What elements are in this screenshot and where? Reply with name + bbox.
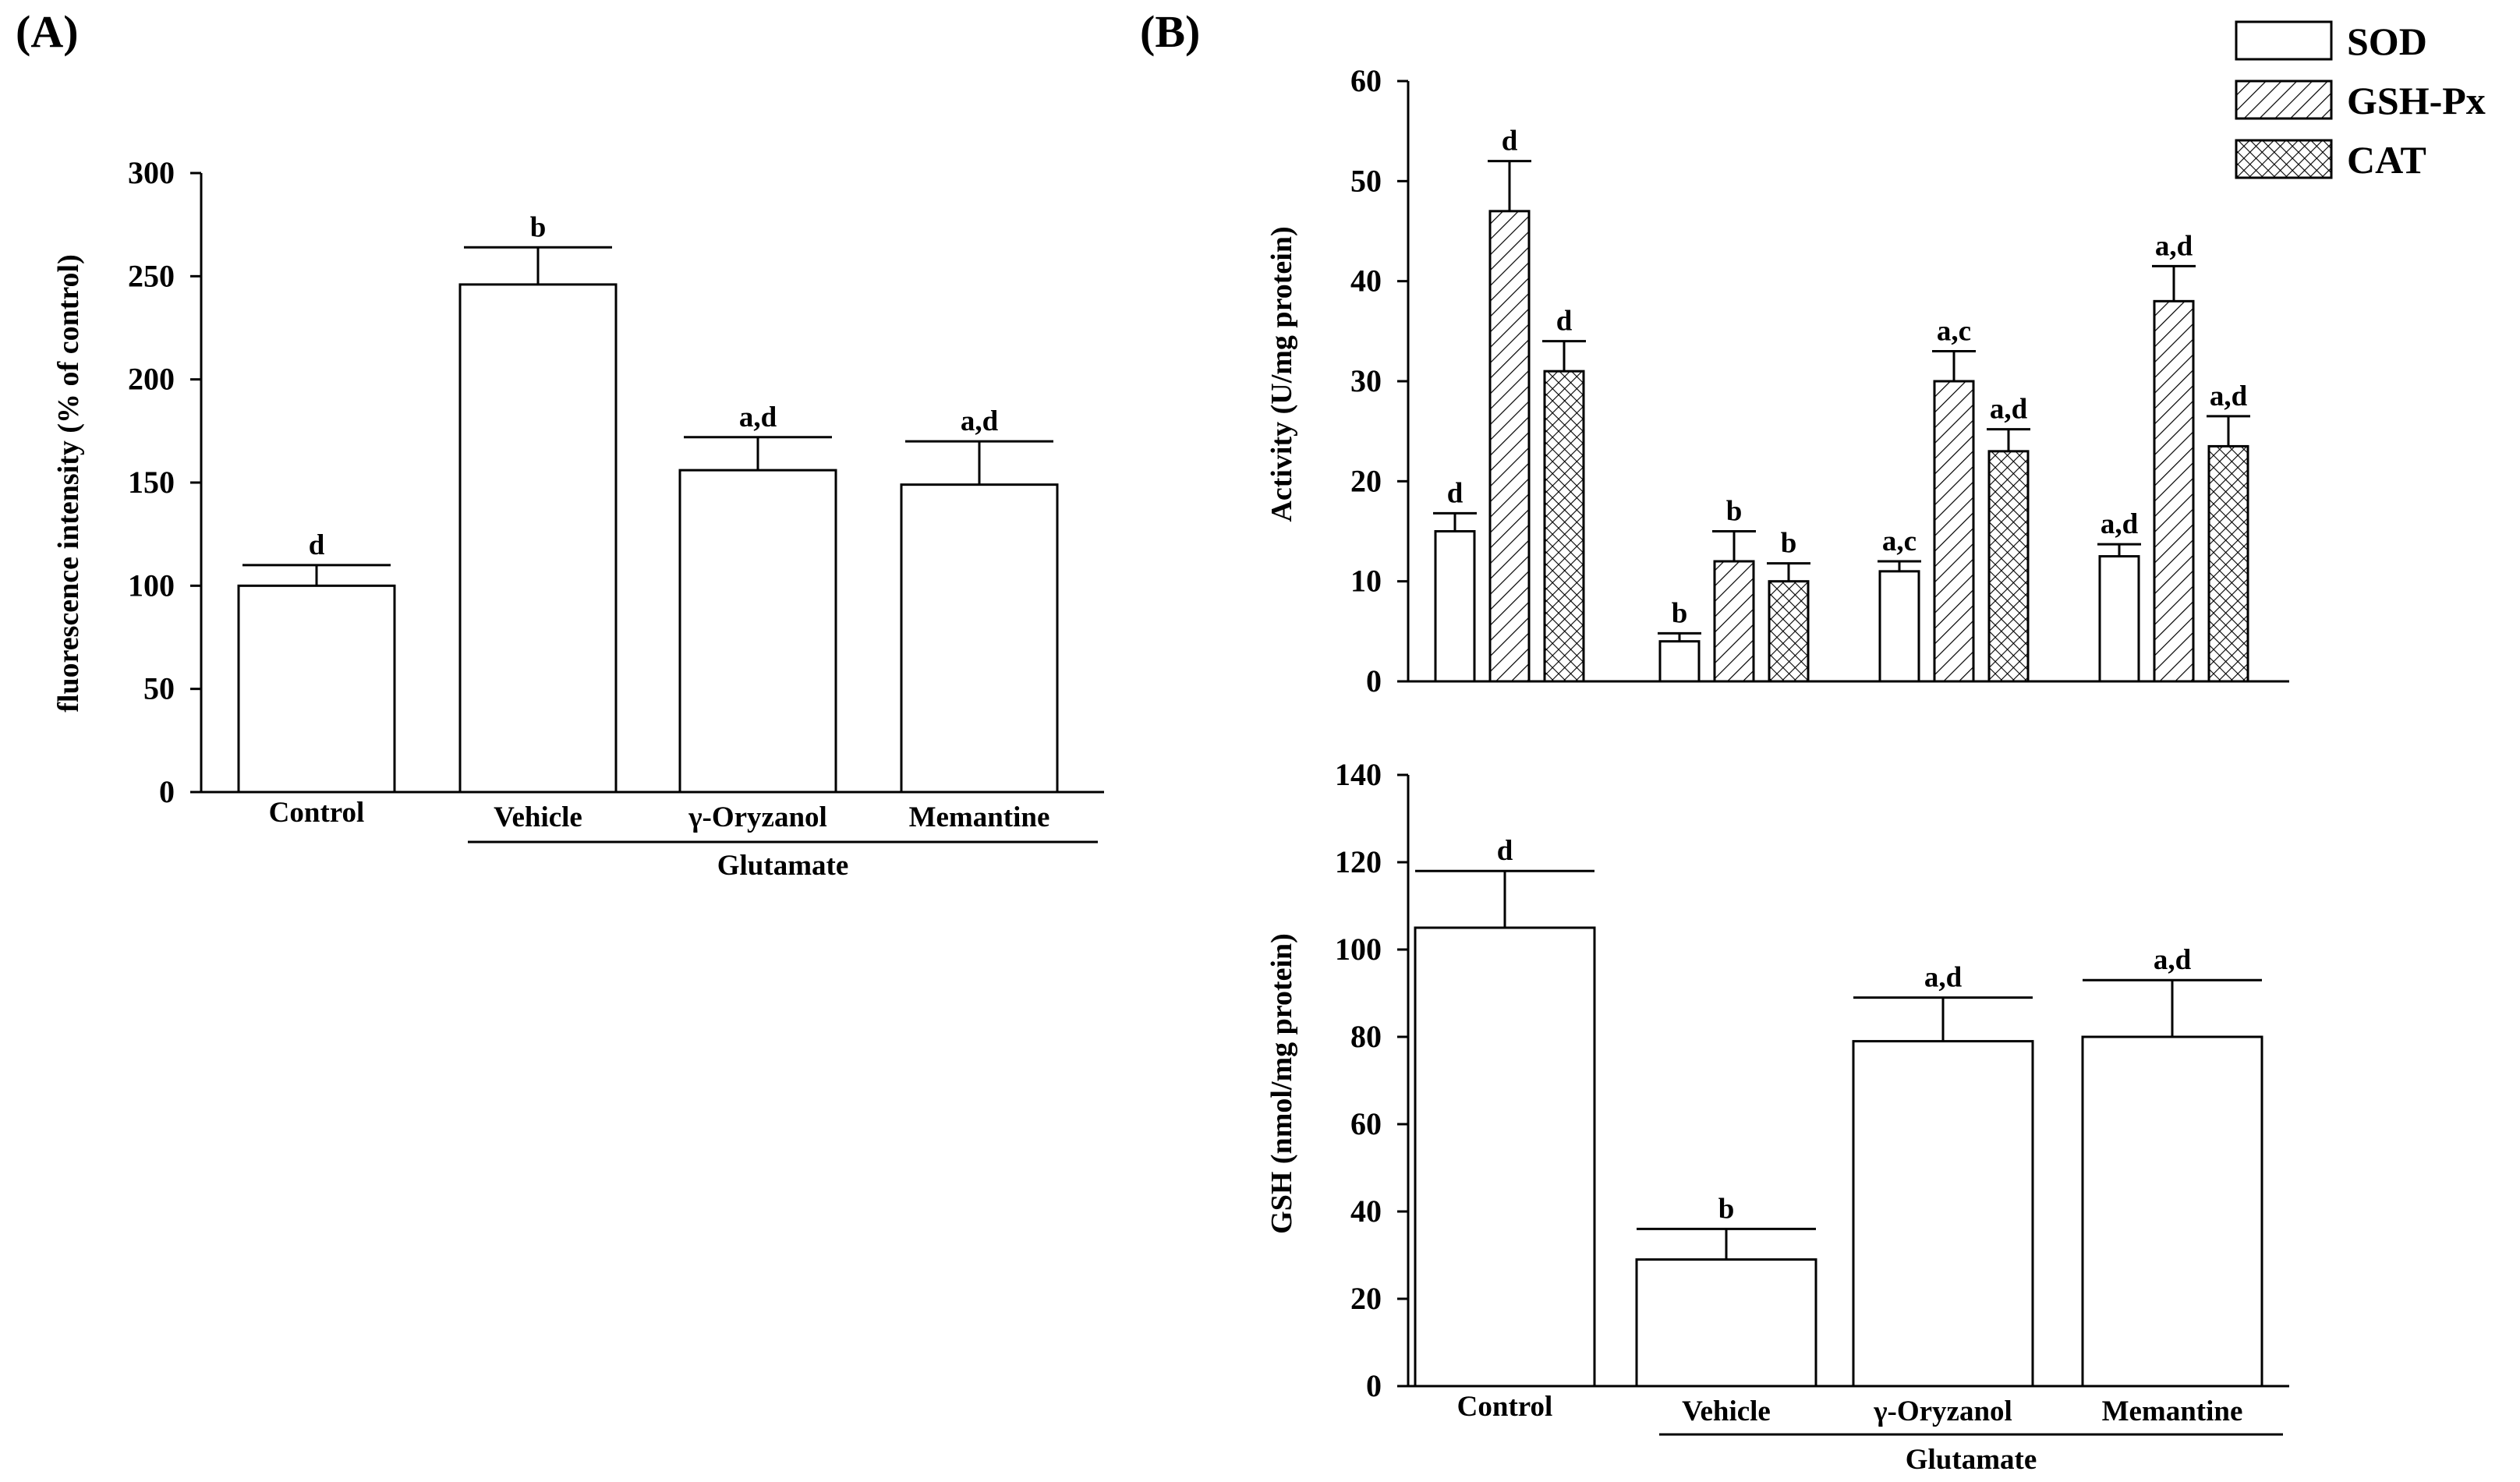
significance-label: d [1497,835,1513,867]
significance-label: b [1718,1193,1735,1225]
significance-label: d [1447,477,1464,509]
significance-label: a,d [2154,944,2192,976]
significance-label: a,d [2210,380,2248,412]
y-tick-label: 150 [128,465,175,500]
bar [1543,370,1585,683]
bar [1713,560,1755,683]
bar [678,469,837,794]
panel-label-b: (B) [1140,6,1200,57]
bar [1635,1258,1817,1388]
y-tick-label: 60 [1350,1106,1382,1141]
significance-label: b [530,211,547,243]
y-tick-label: 20 [1350,463,1382,498]
y-tick-label: 140 [1335,757,1382,792]
bar [1658,640,1701,683]
category-label: γ-Oryzanol [688,801,827,833]
category-label: Control [269,797,365,829]
bar [1768,580,1810,683]
chart-a: 0 50 100 150 200 250 300 d b a,d a,d Control Vehicle… [128,155,1104,882]
significance-label: b [1781,528,1797,560]
y-tick-label: 40 [1350,1194,1382,1229]
y-tick-label: 0 [1366,663,1382,699]
chart-b-gsh: 0 20 40 60 80 100 120 140 d b a,d a,d Control Vehicle… [1335,757,2289,1476]
bar [900,483,1059,794]
significance-label: b [1726,496,1743,528]
category-label: Control [1457,1391,1553,1423]
y-tick-label: 120 [1335,844,1382,879]
legend-swatch-cat [2235,139,2333,179]
y-tick-label: 80 [1350,1019,1382,1054]
bar [2153,299,2195,683]
bar [237,584,396,794]
y-tick-label: 10 [1350,564,1382,599]
y-tick-label: 40 [1350,264,1382,299]
significance-label: a,c [1937,316,1971,348]
bar [1414,926,1596,1388]
bar [1434,530,1476,683]
y-tick-label: 100 [1335,932,1382,967]
chart-b-gsh-ylabel: GSH (nmol/mg protein) [1265,933,1298,1234]
legend-swatch-gsh-px [2235,80,2333,120]
significance-label: d [1556,306,1573,338]
chart-a-ylabel: fluorescence intensity (% of control) [52,254,85,712]
bar [1878,570,1920,683]
significance-label: b [1672,597,1688,629]
legend: SOD GSH-Px CAT [2235,19,2486,182]
y-tick-label: 30 [1350,363,1382,398]
bar [1933,380,1975,683]
y-tick-label: 100 [128,568,175,603]
y-tick-label: 0 [159,774,175,809]
bar [2081,1035,2263,1388]
y-tick-label: 50 [1350,163,1382,198]
y-tick-label: 250 [128,258,175,293]
significance-label: d [309,529,325,561]
category-label: γ-Oryzanol [1873,1395,2012,1427]
significance-label: a,d [1924,962,1963,994]
category-label: Vehicle [1682,1395,1771,1427]
significance-label: a,d [2101,508,2139,540]
chart-b-activity: 0 10 20 30 40 50 60 d b a,c a,d d b a,c a,d d b a,d a,d [1350,63,2289,699]
significance-label: d [1502,126,1518,157]
bar [1987,450,2030,683]
legend-label-gsh-px: GSH-Px [2347,79,2486,122]
bar [458,283,618,794]
category-label: Vehicle [494,801,582,833]
y-tick-label: 300 [128,155,175,190]
significance-label: a,c [1882,525,1917,557]
significance-label: a,d [961,405,999,437]
legend-label-cat: CAT [2347,138,2426,182]
y-tick-label: 200 [128,362,175,397]
bar [1852,1040,2034,1388]
y-tick-label: 50 [143,671,175,706]
significance-label: a,d [739,401,777,433]
group-label: Glutamate [717,850,849,882]
chart-b-activity-ylabel: Activity (U/mg protein) [1265,226,1298,522]
significance-label: a,d [1990,394,2028,426]
legend-swatch-sod [2235,20,2333,61]
panel-label-a: (A) [16,6,79,57]
significance-label: a,d [2155,230,2193,262]
y-tick-label: 0 [1366,1368,1382,1403]
legend-label-sod: SOD [2347,19,2427,63]
category-label: Memantine [2102,1395,2243,1427]
category-label: Memantine [909,801,1050,833]
y-tick-label: 20 [1350,1281,1382,1316]
group-label: Glutamate [1906,1444,2037,1476]
bar [1488,210,1531,683]
bar [2207,444,2249,683]
y-tick-label: 60 [1350,63,1382,98]
bar [2098,555,2140,683]
